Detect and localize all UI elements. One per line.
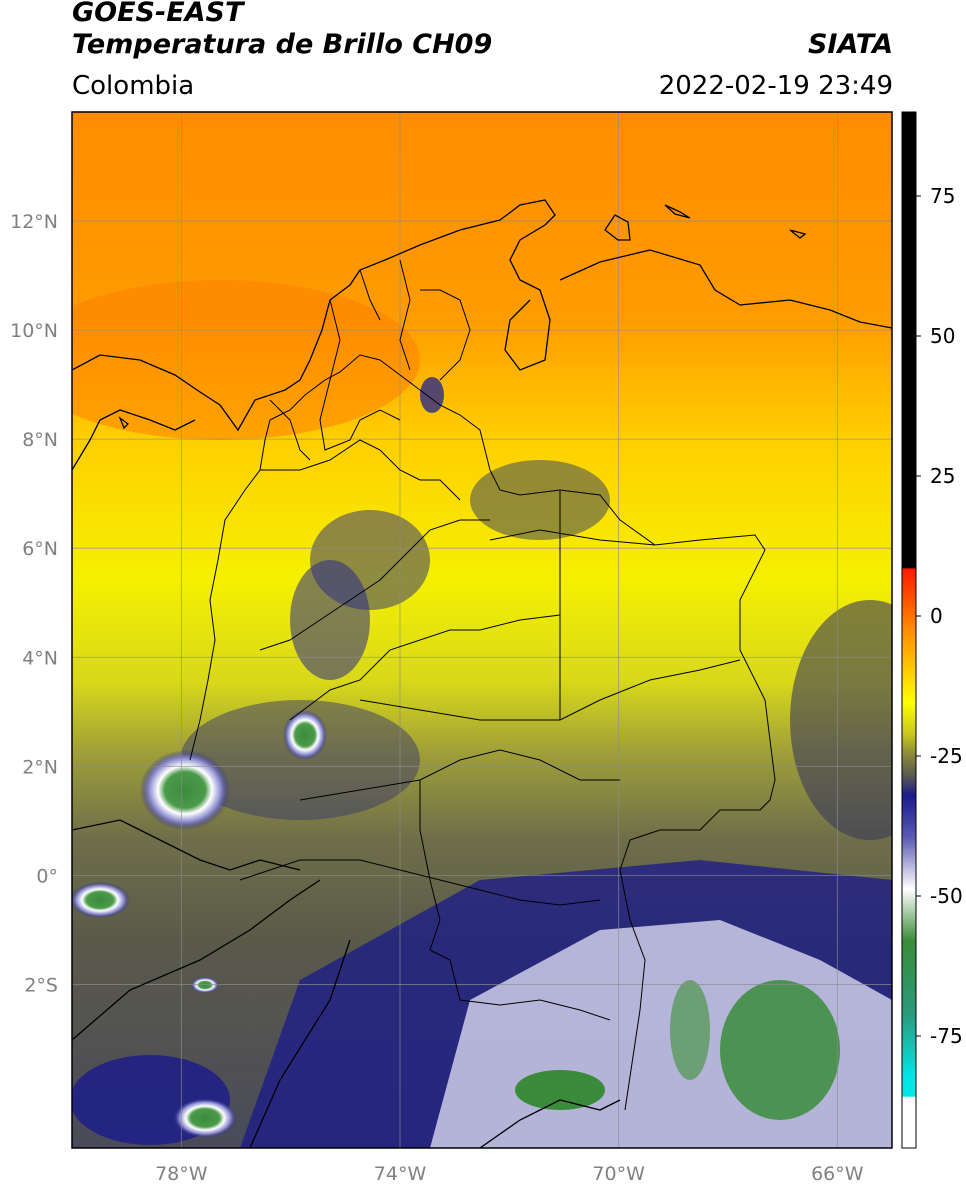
colorbar-tick-label: -25: [930, 744, 963, 768]
latitude-tick-labels: 12°N 10°N 8°N 6°N 4°N 2°N 0° 2°S: [10, 211, 58, 996]
colorbar-tick-label: -75: [930, 1024, 963, 1048]
latitude-tick-label: 2°S: [24, 974, 58, 996]
longitude-tick-label: 78°W: [155, 1163, 208, 1185]
organization-label: SIATA: [807, 29, 893, 60]
coastlines-and-borders: [72, 199, 892, 1148]
graticule: [72, 112, 892, 1148]
datetime-label: 2022-02-19 23:49: [658, 71, 893, 101]
colorbar-tick-labels: 75 50 25 0 -25 -50 -75: [916, 184, 963, 1048]
longitude-tick-label: 70°W: [592, 1163, 645, 1185]
product-title: Temperatura de Brillo CH09: [72, 29, 493, 60]
latitude-tick-label: 10°N: [10, 320, 58, 342]
satellite-title: GOES-EAST: [72, 0, 244, 28]
latitude-tick-label: 2°N: [22, 756, 58, 778]
latitude-tick-label: 0°: [36, 865, 58, 887]
longitude-tick-label: 66°W: [811, 1163, 864, 1185]
colorbar: [902, 112, 916, 1148]
colorbar-tick-label: 25: [930, 464, 955, 488]
latitude-tick-label: 12°N: [10, 211, 58, 233]
colorbar-tick-label: -50: [930, 884, 963, 908]
map-frame: [71, 111, 893, 1149]
longitude-tick-label: 74°W: [374, 1163, 427, 1185]
latitude-tick-label: 4°N: [22, 647, 58, 669]
region-label: Colombia: [72, 71, 195, 101]
colorbar-tick-label: 50: [930, 324, 955, 348]
longitude-tick-labels: 78°W 74°W 70°W 66°W: [155, 1163, 864, 1185]
latitude-tick-label: 6°N: [22, 538, 58, 560]
brightness-temperature-field: [72, 112, 892, 1148]
department-borders: [189, 259, 776, 1111]
colorbar-tick-label: 75: [930, 184, 955, 208]
colorbar-frame: [901, 111, 917, 1149]
colorbar-tick-label: 0: [930, 604, 943, 628]
latitude-tick-label: 8°N: [22, 429, 58, 451]
